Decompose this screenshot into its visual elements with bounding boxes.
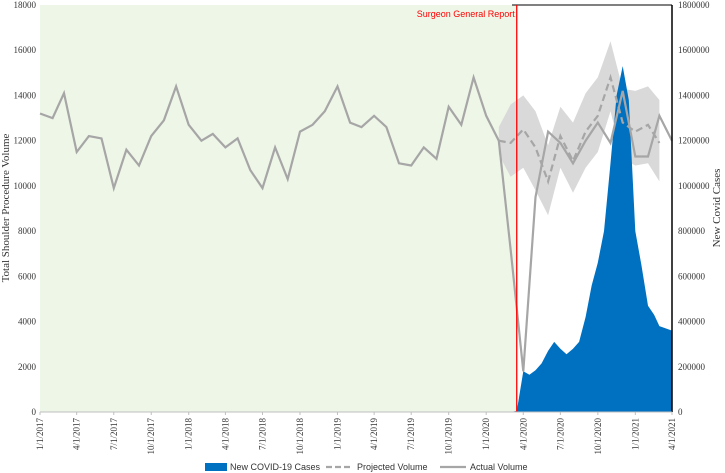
x-tick-label: 7/1/2020 [555,418,565,451]
surgeon-general-report-label: Surgeon General Report [417,9,516,19]
x-tick-label: 4/1/2018 [220,418,230,451]
x-tick-label: 7/1/2019 [406,418,416,451]
y2-tick-label: 1000000 [678,181,710,191]
legend-label-projected-volume: Projected Volume [357,462,428,472]
x-tick-label: 7/1/2018 [257,418,267,451]
x-tick-label: 4/1/2019 [369,418,379,451]
y2-tick-label: 1200000 [678,136,710,146]
x-tick-label: 1/1/2017 [35,418,45,451]
y-tick-label: 0 [32,407,37,417]
legend-swatch-covid-cases [205,463,227,471]
y-tick-label: 14000 [14,90,37,100]
y2-tick-label: 200000 [678,362,706,372]
y2-tick-label: 1600000 [678,45,710,55]
x-tick-label: 4/1/2017 [72,418,82,451]
y2-tick-label: 800000 [678,226,706,236]
new-covid-cases-area [510,66,672,412]
x-tick-label: 7/1/2017 [109,418,119,451]
y2-tick-label: 1800000 [678,0,710,10]
legend-label-covid-cases: New COVID-19 Cases [230,462,321,472]
y-tick-label: 18000 [14,0,37,10]
y2-tick-label: 400000 [678,317,706,327]
y-tick-label: 8000 [18,226,37,236]
y-tick-label: 2000 [18,362,37,372]
legend: New COVID-19 Cases Projected Volume Actu… [205,462,528,472]
projected-volume-line [498,73,661,186]
x-tick-label: 10/1/2020 [593,418,603,455]
actual-volume-line [39,73,673,372]
y-axis-right-title: New Covid Cases [711,169,723,248]
y-axis-left-ticks: 0 2000 4000 6000 8000 10000 12000 14000 16000 180… [14,0,37,417]
y-tick-label: 6000 [18,271,37,281]
x-tick-label: 1/1/2021 [630,418,640,450]
y-axis-left-title: Total Shoulder Procedure Volume [0,133,12,282]
x-tick-label: 1/1/2019 [332,418,342,451]
y-tick-label: 12000 [14,136,37,146]
y2-tick-label: 1400000 [678,90,710,100]
x-tick-label: 10/1/2017 [146,418,156,455]
y-axis-right-ticks: 0 200000 400000 600000 800000 1000000 1200000 1… [678,0,710,417]
x-tick-label: 10/1/2018 [295,418,305,455]
legend-label-actual-volume: Actual Volume [470,462,528,472]
y-tick-label: 16000 [14,45,37,55]
y2-tick-label: 600000 [678,271,706,281]
x-tick-label: 4/1/2021 [667,418,677,450]
x-tick-label: 1/1/2020 [481,418,491,451]
pre-report-shaded-region [40,5,517,412]
x-tick-label: 1/1/2018 [184,418,194,451]
x-axis-ticks: 1/1/2017 4/1/2017 7/1/2017 10/1/2017 1/1/201… [35,412,677,455]
y-tick-label: 4000 [18,317,37,327]
x-tick-label: 10/1/2019 [444,418,454,455]
x-tick-label: 4/1/2020 [518,418,528,451]
y2-tick-label: 0 [678,407,683,417]
y-tick-label: 10000 [14,181,37,191]
